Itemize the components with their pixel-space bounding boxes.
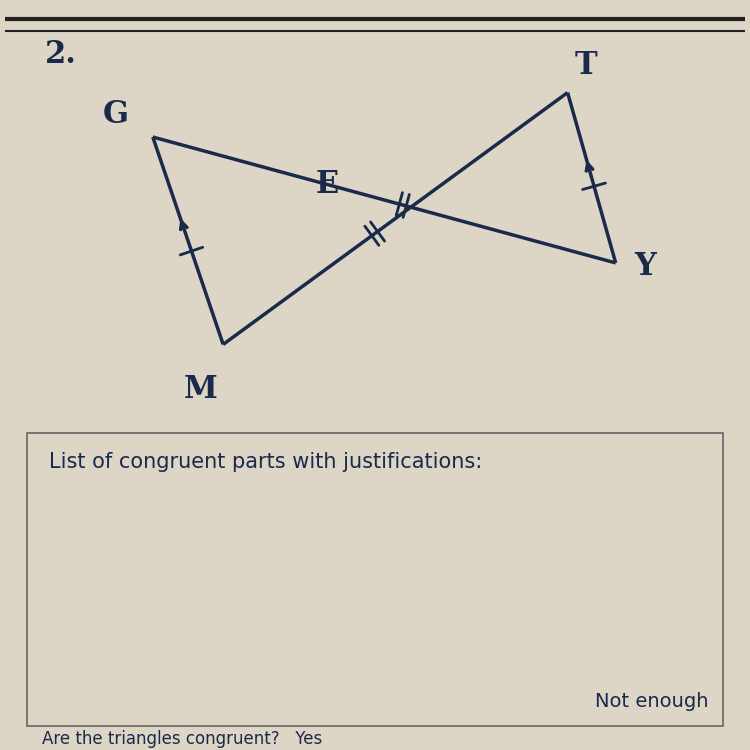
Text: Y: Y	[634, 251, 656, 282]
Bar	[27, 433, 723, 726]
Text: 2.: 2.	[46, 39, 77, 70]
Text: T: T	[575, 50, 598, 82]
Text: E: E	[315, 169, 338, 200]
Text: M: M	[184, 374, 218, 405]
Text: List of congruent parts with justifications:: List of congruent parts with justificati…	[49, 452, 482, 472]
Text: Not enough: Not enough	[595, 692, 708, 711]
Text: Are the triangles congruent?   Yes: Are the triangles congruent? Yes	[42, 730, 322, 748]
Text: G: G	[103, 98, 129, 130]
